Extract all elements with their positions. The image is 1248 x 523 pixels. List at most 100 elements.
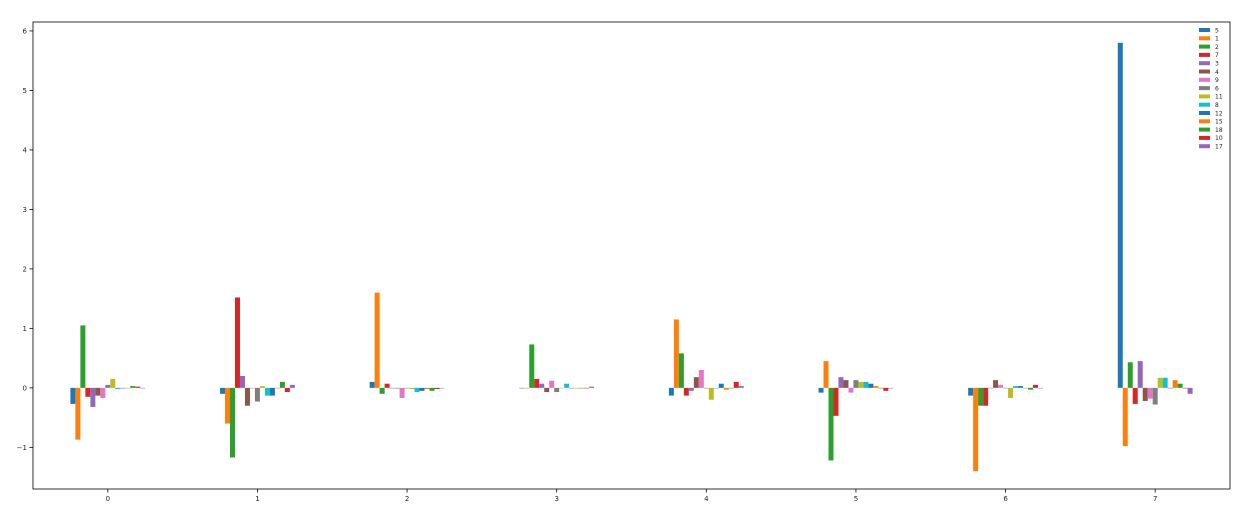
bar-series-3-cat-4 <box>688 387 694 391</box>
bar-series-9-cat-2 <box>399 387 405 398</box>
legend-swatch-3 <box>1199 61 1210 66</box>
bar-series-3-cat-6 <box>988 387 994 389</box>
legend-swatch-15 <box>1199 119 1210 124</box>
y-axis: −1 0 1 2 3 4 5 6 <box>17 27 33 452</box>
bar-series-11-cat-2 <box>409 387 415 390</box>
legend-swatch-5 <box>1199 28 1210 32</box>
bar-series-1-cat-6 <box>973 387 979 472</box>
bar-series-3-cat-7 <box>1137 361 1143 388</box>
bar-series-9-cat-5 <box>848 387 854 393</box>
bar-series-3-cat-1 <box>239 375 245 388</box>
bar-series-11-cat-0 <box>110 378 116 388</box>
x-tick-label: 7 <box>1153 495 1157 503</box>
bar-series-1-cat-7 <box>1122 387 1128 447</box>
bar-series-10-cat-6 <box>1032 384 1038 388</box>
bar-series-11-cat-5 <box>858 381 864 388</box>
legend-swatch-12 <box>1199 111 1210 115</box>
y-tick-label: 6 <box>23 27 28 35</box>
legend-label-5: 5 <box>1215 27 1219 34</box>
bar-series-4-cat-2 <box>394 387 400 389</box>
bar-series-4-cat-1 <box>244 387 250 406</box>
bar-series-18-cat-4 <box>728 387 734 389</box>
bar-series-11-cat-6 <box>1008 387 1014 398</box>
bar-series-15-cat-0 <box>125 387 131 389</box>
y-tick-label: 0 <box>23 384 27 392</box>
bar-series-11-cat-7 <box>1157 377 1163 388</box>
bar-series-15-cat-3 <box>574 387 580 389</box>
bar-series-7-cat-3 <box>534 378 540 388</box>
bar-series-15-cat-7 <box>1172 380 1178 388</box>
bar-series-2-cat-0 <box>80 325 86 388</box>
bar-series-8-cat-0 <box>115 387 121 390</box>
bar-series-9-cat-1 <box>249 387 255 389</box>
bar-series-6-cat-7 <box>1152 387 1158 405</box>
y-tick-label: 5 <box>23 87 27 95</box>
bar-series-2-cat-7 <box>1127 362 1133 388</box>
bar-series-9-cat-7 <box>1147 387 1153 399</box>
bar-series-8-cat-7 <box>1162 377 1168 388</box>
bar-series-18-cat-5 <box>878 387 884 389</box>
bar-series-9-cat-4 <box>698 370 704 388</box>
legend-swatch-18 <box>1199 127 1210 132</box>
y-tick-label: −1 <box>17 444 27 452</box>
bar-series-3-cat-3 <box>539 383 545 388</box>
y-tick-label: 2 <box>23 265 27 273</box>
bar-series-8-cat-3 <box>564 383 570 388</box>
bar-series-10-cat-1 <box>284 387 290 393</box>
bar-series-7-cat-4 <box>683 387 689 396</box>
legend-label-8: 8 <box>1215 102 1219 109</box>
legend-swatch-8 <box>1199 102 1210 107</box>
bar-series-7-cat-1 <box>234 297 240 388</box>
x-axis: 0 1 2 3 4 5 6 7 <box>106 489 1157 503</box>
bar-series-5-cat-4 <box>668 387 674 396</box>
legend-label-7: 7 <box>1215 52 1219 59</box>
bar-series-12-cat-6 <box>1018 386 1024 388</box>
bar-series-8-cat-5 <box>863 381 869 388</box>
bar-series-18-cat-3 <box>579 387 585 389</box>
bar-series-5-cat-0 <box>70 387 76 404</box>
bar-series-5-cat-3 <box>519 387 525 389</box>
bar-series-7-cat-7 <box>1132 387 1138 404</box>
y-tick-label: 1 <box>23 325 27 333</box>
x-tick-label: 2 <box>405 495 409 503</box>
bar-series-6-cat-5 <box>853 380 859 388</box>
bar-series-4-cat-3 <box>544 387 550 393</box>
bar-series-12-cat-0 <box>120 387 126 389</box>
y-tick-label: 3 <box>23 206 27 214</box>
x-tick-label: 6 <box>1003 495 1008 503</box>
bar-series-17-cat-6 <box>1037 387 1043 389</box>
bar-series-10-cat-0 <box>135 386 141 388</box>
legend-label-2: 2 <box>1215 44 1219 51</box>
bar-series-12-cat-7 <box>1167 387 1173 389</box>
legend-label-4: 4 <box>1215 69 1219 76</box>
bar-series-3-cat-5 <box>838 377 844 388</box>
bar-series-5-cat-5 <box>818 387 824 393</box>
bar-series-6-cat-2 <box>404 387 410 389</box>
bar-series-17-cat-5 <box>888 387 894 389</box>
bar-series-5-cat-7 <box>1117 42 1123 388</box>
bar-series-2-cat-6 <box>978 387 984 406</box>
bar-series-17-cat-0 <box>140 387 146 389</box>
legend-label-3: 3 <box>1215 61 1219 68</box>
bar-series-1-cat-0 <box>75 387 81 440</box>
bar-series-6-cat-6 <box>1003 387 1009 389</box>
bar-series-17-cat-1 <box>289 384 295 388</box>
x-tick-label: 0 <box>106 495 110 503</box>
bar-series-15-cat-2 <box>424 387 430 390</box>
bar-series-17-cat-3 <box>589 386 595 388</box>
bar-series-4-cat-6 <box>993 380 999 388</box>
bar-series-15-cat-1 <box>274 387 280 389</box>
legend-swatch-11 <box>1199 94 1210 99</box>
bar-series-15-cat-5 <box>873 386 879 388</box>
bar-series-18-cat-2 <box>429 387 435 391</box>
plot-frame <box>32 21 1231 490</box>
bar-series-12-cat-1 <box>269 387 275 396</box>
bar-series-3-cat-0 <box>90 387 96 407</box>
bar-series-18-cat-1 <box>279 381 285 388</box>
legend-label-15: 15 <box>1215 119 1223 126</box>
bar-series-8-cat-6 <box>1013 386 1019 388</box>
bar-series-17-cat-2 <box>439 387 445 389</box>
legend-swatch-9 <box>1199 77 1210 82</box>
